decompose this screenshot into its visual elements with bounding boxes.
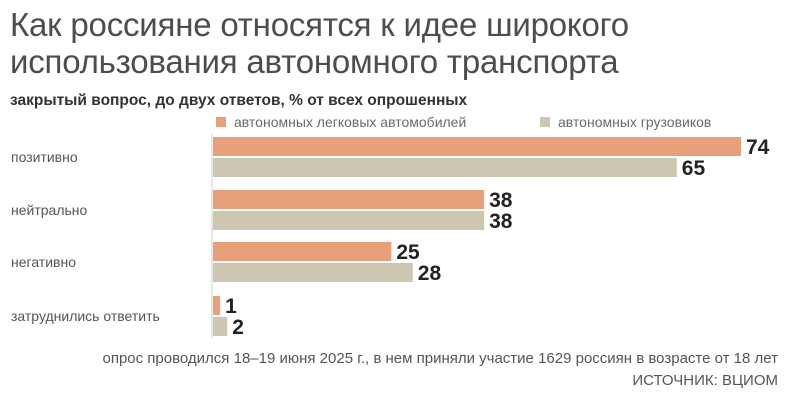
category-label-негативно: негативно xyxy=(11,254,76,270)
legend-label-2: автономных грузовиков xyxy=(558,114,711,130)
bar-chart: автономных легковых автомобилей автономны… xyxy=(11,114,770,339)
value-label-негативно-series-1: 25 xyxy=(396,241,420,264)
bar-негативно-series-2 xyxy=(213,263,413,282)
survey-note: опрос проводился 18–19 июня 2025 г., в н… xyxy=(102,350,778,367)
value-label-затруднились-ответить-series-2: 2 xyxy=(232,316,244,339)
chart-title: Как россияне относятся к идее широкого и… xyxy=(10,6,629,80)
legend-swatch-2 xyxy=(540,117,550,127)
category-label-нейтрально: нейтрально xyxy=(11,202,88,218)
legend-swatch-1 xyxy=(216,117,226,127)
source-label: ИСТОЧНИК: ВЦИОМ xyxy=(632,372,778,389)
legend-label-1: автономных легковых автомобилей xyxy=(234,114,466,130)
category-label-затруднились-ответить: затруднились ответить xyxy=(11,308,160,324)
chart-subtitle: закрытый вопрос, до двух ответов, % от в… xyxy=(10,92,468,109)
value-label-негативно-series-2: 28 xyxy=(418,262,442,285)
value-label-позитивно-series-2: 65 xyxy=(682,157,706,180)
bar-затруднились-ответить-series-1 xyxy=(213,296,221,315)
category-label-позитивно: позитивно xyxy=(11,149,78,165)
value-label-затруднились-ответить-series-1: 1 xyxy=(225,295,237,318)
bar-нейтрально-series-1 xyxy=(213,190,485,209)
bar-негативно-series-1 xyxy=(213,242,392,261)
bar-позитивно-series-1 xyxy=(213,137,741,156)
bar-нейтрально-series-2 xyxy=(213,211,485,230)
value-label-нейтрально-series-1: 38 xyxy=(489,189,513,212)
value-label-позитивно-series-1: 74 xyxy=(746,136,770,159)
bar-затруднились-ответить-series-2 xyxy=(213,317,228,336)
legend: автономных легковых автомобилей автономны… xyxy=(216,114,711,130)
bar-позитивно-series-2 xyxy=(213,158,677,177)
value-label-нейтрально-series-2: 38 xyxy=(489,210,513,233)
